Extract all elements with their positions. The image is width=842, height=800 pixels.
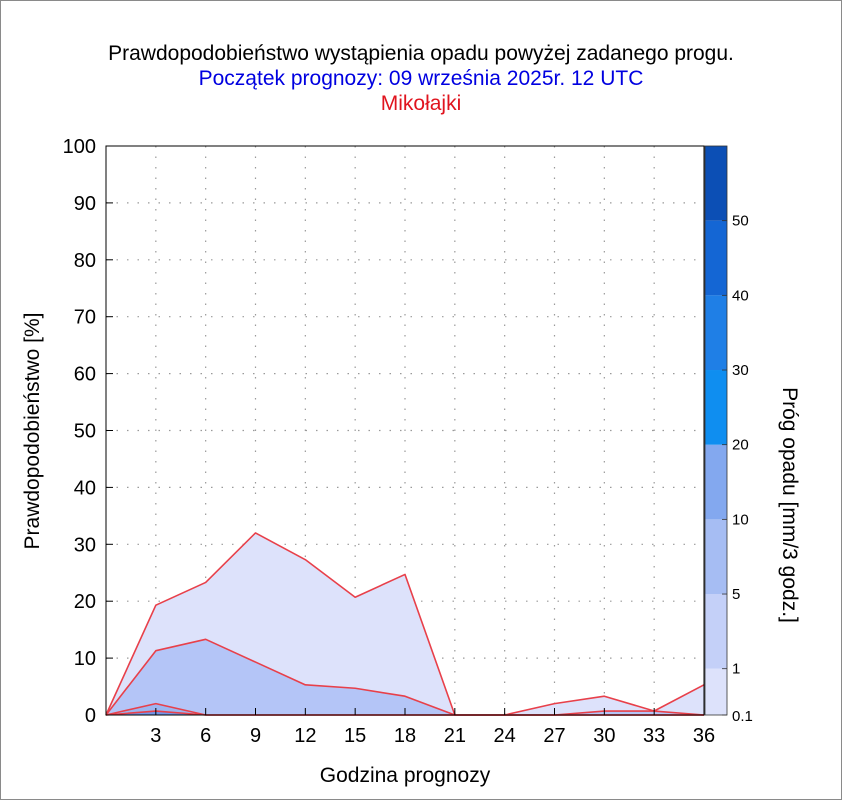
colorbar-tick-label: 10 bbox=[732, 511, 749, 528]
forecast-start-subtitle: Początek prognozy: 09 września 2025r. 12… bbox=[198, 67, 644, 90]
y-tick-label: 60 bbox=[74, 364, 96, 386]
chart-title: Prawdopodobieństwo wystąpienia opadu pow… bbox=[108, 42, 734, 65]
y-tick-label: 0 bbox=[85, 705, 96, 727]
y-axis-ticks: 0 10 20 30 40 50 60 70 80 90 100 bbox=[63, 136, 113, 727]
area-threshold-1 bbox=[106, 639, 704, 715]
x-axis-ticks: 3 6 9 12 15 18 21 24 27 30 33 36 bbox=[150, 708, 715, 747]
x-tick-label: 24 bbox=[494, 725, 516, 747]
colorbar-segment bbox=[705, 146, 727, 221]
y-tick-label: 100 bbox=[63, 136, 96, 158]
x-tick-label: 27 bbox=[543, 725, 565, 747]
y-tick-label: 10 bbox=[74, 648, 96, 670]
colorbar-segment bbox=[705, 295, 727, 371]
location-label: Mikołajki bbox=[380, 92, 462, 115]
x-axis-label: Godzina prognozy bbox=[320, 764, 491, 787]
colorbar-segment bbox=[705, 519, 727, 595]
colorbar-segment bbox=[705, 668, 727, 715]
x-tick-label: 12 bbox=[294, 725, 316, 747]
x-tick-label: 3 bbox=[150, 725, 161, 747]
x-tick-label: 36 bbox=[693, 725, 715, 747]
colorbar-tick-label: 20 bbox=[732, 437, 749, 454]
colorbar-label: Próg opadu [mm/3 godz.] bbox=[778, 387, 801, 623]
grid-lines bbox=[106, 146, 704, 715]
x-tick-label: 9 bbox=[250, 725, 261, 747]
x-tick-label: 15 bbox=[344, 725, 366, 747]
y-axis-label: Prawdopodobieństwo [%] bbox=[21, 313, 44, 550]
y-tick-label: 70 bbox=[74, 307, 96, 329]
colorbar-border bbox=[704, 145, 728, 716]
colorbar-tick-label: 30 bbox=[732, 362, 749, 379]
y-tick-label: 40 bbox=[74, 477, 96, 499]
colorbar-tick-label: 0.1 bbox=[732, 708, 753, 725]
colorbar-segment bbox=[705, 594, 727, 669]
y-tick-label: 80 bbox=[74, 250, 96, 272]
y-tick-label: 30 bbox=[74, 534, 96, 556]
colorbar-segment bbox=[705, 220, 727, 296]
x-tick-label: 6 bbox=[200, 725, 211, 747]
colorbar-tick-label: 1 bbox=[732, 661, 740, 678]
colorbar-segment bbox=[705, 444, 727, 520]
y-tick-label: 90 bbox=[74, 193, 96, 215]
x-tick-label: 18 bbox=[394, 725, 416, 747]
colorbar-tick-label: 50 bbox=[732, 213, 749, 230]
threshold-colorbar: 0.1 1 5 10 20 30 40 50 bbox=[704, 145, 753, 725]
line-threshold-0.1 bbox=[105, 532, 705, 716]
x-tick-label: 30 bbox=[593, 725, 615, 747]
y-tick-label: 50 bbox=[74, 421, 96, 443]
colorbar-tick-label: 5 bbox=[732, 586, 740, 603]
x-tick-label: 33 bbox=[643, 725, 665, 747]
colorbar-tick-label: 40 bbox=[732, 287, 749, 304]
x-tick-label: 21 bbox=[444, 725, 466, 747]
probability-areas bbox=[105, 532, 705, 716]
colorbar-segment bbox=[705, 370, 727, 445]
y-tick-label: 20 bbox=[74, 591, 96, 613]
